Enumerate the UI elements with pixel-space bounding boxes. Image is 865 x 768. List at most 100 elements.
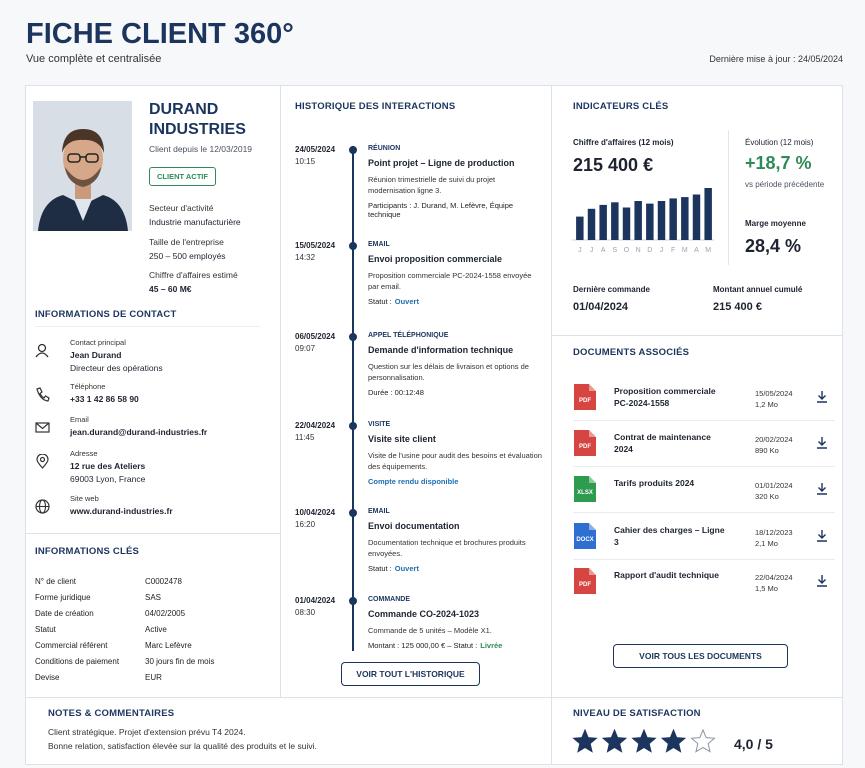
doc-date: 22/04/2024 <box>755 573 793 582</box>
contact-label: Contact principal <box>70 338 126 347</box>
file-format: PDF <box>579 398 591 404</box>
contact-icon <box>35 499 50 514</box>
notes-card <box>25 697 552 765</box>
month-label: D <box>647 247 652 254</box>
key-value: SAS <box>145 593 162 602</box>
month-label: A <box>694 247 699 254</box>
status-badge: CLIENT ACTIF <box>149 167 216 186</box>
note-line: Client stratégique. Projet d'extension p… <box>48 727 246 737</box>
contact-icon <box>35 422 50 433</box>
timeline-dot <box>349 146 357 154</box>
contact-value: +33 1 42 86 58 90 <box>70 394 139 404</box>
file-shape <box>574 430 596 456</box>
contact-value: www.durand-industries.fr <box>70 506 173 516</box>
key-label: Date de création <box>35 609 94 618</box>
last-order-label: Dernière commande <box>573 285 650 294</box>
download-icon[interactable] <box>816 574 828 587</box>
key-label: Devise <box>35 673 60 682</box>
section-title: INFORMATIONS DE CONTACT <box>35 309 177 320</box>
bar <box>646 203 654 240</box>
month-label: N <box>636 247 641 254</box>
doc-name: Proposition commerciale PC-2024-1558 <box>614 386 716 408</box>
history-button[interactable]: VOIR TOUT L'HISTORIQUE <box>341 662 480 686</box>
profile-photo <box>33 101 132 231</box>
divider <box>551 335 843 336</box>
month-label: O <box>624 247 630 254</box>
section-title: NOTES & COMMENTAIRES <box>48 708 175 719</box>
field-label: Chiffre d'affaires estimé <box>149 270 238 280</box>
download-icon[interactable] <box>816 390 828 403</box>
page-title: FICHE CLIENT 360° <box>26 18 294 50</box>
key-label: Commercial référent <box>35 641 108 650</box>
entry-date: 15/05/2024 <box>295 241 336 250</box>
divider <box>573 559 835 560</box>
cumulative-label: Montant annuel cumulé <box>713 285 803 294</box>
file-shape <box>574 568 596 594</box>
entry-title: Envoi documentation <box>368 521 460 531</box>
evolution-note: vs période précédente <box>745 180 825 189</box>
contact-icon <box>36 454 49 469</box>
entry-text: Réunion trimestrielle de suivi du projet… <box>368 175 496 195</box>
entry-text: Documentation technique et brochures pro… <box>368 538 526 558</box>
month-label: M <box>705 247 711 254</box>
margin-label: Marge moyenne <box>745 219 806 228</box>
file-fold <box>589 476 596 483</box>
doc-date: 15/05/2024 <box>755 389 793 398</box>
entry-title: Visite site client <box>368 434 436 444</box>
entry: VISITE Visite site client Visite de l'usin… <box>368 421 543 486</box>
divider <box>280 85 281 698</box>
entry-detail: Participants : J. Durand, M. Lefèvre, Éq… <box>368 201 543 219</box>
contact-value: 69003 Lyon, France <box>70 473 146 484</box>
file-format: DOCX <box>576 537 593 543</box>
download-icon[interactable] <box>816 436 828 449</box>
bar <box>611 202 619 240</box>
star-filled <box>601 729 628 753</box>
star-filled <box>631 729 657 753</box>
section-title: INFORMATIONS CLÉS <box>35 546 140 557</box>
entry-detail: Durée : 00:12:48 <box>368 388 543 397</box>
detail-text: Participants : J. Durand, M. Lefèvre, Éq… <box>368 201 514 219</box>
documents-button[interactable]: VOIR TOUS LES DOCUMENTS <box>613 644 788 668</box>
entry-time: 16:20 <box>295 520 316 529</box>
entry-type: VISITE <box>368 421 391 428</box>
detail-highlight: Ouvert <box>394 564 419 573</box>
field-label: Taille de l'entreprise <box>149 237 224 247</box>
key-value: Marc Lefèvre <box>145 641 192 650</box>
entry-time: 11:45 <box>295 433 315 442</box>
month-label: A <box>601 247 606 254</box>
contact-value: jean.durand@durand-industries.fr <box>70 427 208 437</box>
detail-text: Durée : 00:12:48 <box>368 388 424 397</box>
section-title: DOCUMENTS ASSOCIÉS <box>573 347 690 358</box>
file-fold <box>589 568 596 575</box>
doc-size: 1,2 Mo <box>755 400 778 409</box>
star-empty <box>690 729 716 753</box>
revenue-label: Chiffre d'affaires (12 mois) <box>573 138 674 147</box>
key-value: 04/02/2005 <box>145 609 186 618</box>
doc-size: 2,1 Mo <box>755 539 778 548</box>
main-card <box>25 85 843 698</box>
file-format: PDF <box>579 582 591 588</box>
page-subtitle: Vue complète et centralisée <box>26 53 162 65</box>
file-icon: PDF <box>574 384 596 410</box>
download-icon[interactable] <box>816 529 828 542</box>
satisfaction-card <box>551 697 843 765</box>
doc-name: Contrat de maintenance 2024 <box>614 432 711 454</box>
file-fold <box>589 384 596 391</box>
entry-text: Proposition commerciale PC-2024-1558 env… <box>368 271 532 291</box>
bar <box>692 194 701 240</box>
star-filled <box>572 729 598 753</box>
bar <box>657 201 666 240</box>
timeline-line <box>352 146 354 651</box>
detail-highlight: Compte rendu disponible <box>368 477 459 486</box>
download-icon[interactable] <box>816 482 828 495</box>
doc-date: 20/02/2024 <box>755 435 793 444</box>
key-value: 30 jours fin de mois <box>145 657 215 666</box>
section-title: NIVEAU DE SATISFACTION <box>573 708 701 719</box>
entry-date: 24/05/2024 <box>295 145 336 154</box>
key-label: N° de client <box>35 577 76 586</box>
bar <box>681 197 689 240</box>
file-icon: PDF <box>574 568 596 594</box>
entry: EMAIL Envoi proposition commerciale Propos… <box>368 241 543 306</box>
client-since: Client depuis le 12/03/2019 <box>149 144 253 154</box>
